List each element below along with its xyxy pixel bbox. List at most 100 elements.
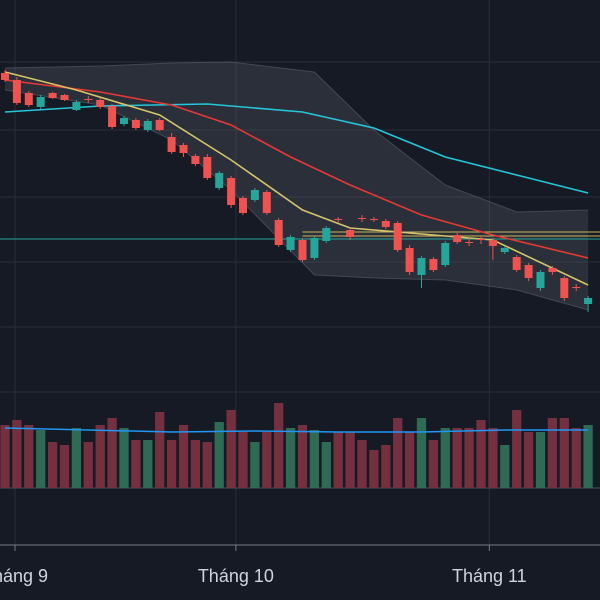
candle-body bbox=[274, 220, 283, 245]
candle-body bbox=[453, 235, 462, 242]
volume-bar bbox=[119, 428, 129, 488]
x-tick-label: Tháng 11 bbox=[452, 566, 527, 586]
candle-body bbox=[0, 73, 9, 80]
volume-bar bbox=[250, 442, 260, 488]
volume-bar bbox=[107, 418, 117, 488]
candle-body bbox=[476, 239, 485, 240]
candle-body bbox=[191, 156, 200, 164]
candle-body bbox=[238, 198, 247, 213]
volume-bar bbox=[523, 432, 534, 488]
volume-bar bbox=[583, 425, 593, 488]
candle-body bbox=[536, 272, 545, 288]
candle-body bbox=[524, 265, 533, 278]
volume-bar bbox=[83, 442, 93, 488]
volume-bar bbox=[155, 412, 165, 488]
volume-bar bbox=[321, 442, 331, 488]
candle-body bbox=[441, 243, 450, 265]
candle-body bbox=[119, 118, 128, 124]
volume-bar bbox=[452, 428, 462, 488]
candle-body bbox=[417, 258, 426, 275]
volume-bar bbox=[500, 445, 510, 488]
volume-bar bbox=[36, 430, 46, 488]
candle-body bbox=[12, 80, 21, 103]
candle-body bbox=[227, 178, 236, 205]
volume-bar bbox=[274, 403, 284, 488]
candle-body bbox=[584, 298, 593, 304]
candle-body bbox=[393, 223, 402, 250]
volume-bar bbox=[488, 428, 498, 488]
candle-body bbox=[262, 192, 271, 213]
volume-bar bbox=[381, 445, 391, 488]
volume-bar bbox=[559, 418, 569, 488]
candle-body bbox=[131, 120, 140, 128]
volume-bar bbox=[214, 422, 224, 488]
volume-bar bbox=[285, 428, 296, 488]
x-tick-label: Tháng 9 bbox=[0, 566, 48, 586]
volume-bar bbox=[95, 425, 105, 488]
volume-bar bbox=[178, 425, 189, 488]
candle-body bbox=[155, 120, 164, 130]
candle-body bbox=[143, 121, 152, 130]
volume-ma bbox=[4, 427, 589, 433]
candle-body bbox=[108, 106, 117, 127]
candle-body bbox=[500, 248, 509, 252]
volume-bar bbox=[416, 418, 427, 488]
volume-bar bbox=[262, 432, 272, 488]
volume-bar bbox=[24, 425, 34, 488]
volume-bar bbox=[393, 418, 403, 488]
moving-average bbox=[4, 103, 589, 194]
candle-body bbox=[346, 230, 355, 237]
moving-average bbox=[4, 79, 589, 259]
volume-bar bbox=[226, 410, 236, 488]
volume-bar bbox=[12, 420, 22, 488]
candle-body bbox=[429, 259, 438, 270]
volume-bar bbox=[238, 432, 248, 488]
candle-body bbox=[179, 145, 188, 153]
candle-body bbox=[96, 100, 105, 107]
x-tick-label: Tháng 10 bbox=[198, 566, 274, 586]
volume-bar bbox=[202, 442, 212, 488]
volume-bar bbox=[464, 428, 474, 488]
candle-body bbox=[465, 242, 474, 243]
volume-bar bbox=[143, 440, 153, 488]
candle-body bbox=[215, 173, 224, 188]
volume-bar bbox=[190, 440, 201, 488]
candle-body bbox=[167, 137, 176, 152]
volume-bar bbox=[47, 442, 58, 488]
candle-body bbox=[488, 240, 497, 246]
volume-bar bbox=[547, 418, 558, 488]
candle-body bbox=[381, 221, 390, 227]
volume-bar bbox=[357, 440, 367, 488]
volume-bar bbox=[369, 450, 379, 488]
candle-body bbox=[60, 95, 69, 100]
candle-body bbox=[286, 237, 295, 250]
volume-bar bbox=[297, 425, 308, 488]
candle-body bbox=[572, 287, 581, 288]
band-line bbox=[4, 61, 589, 213]
candle-body bbox=[72, 102, 81, 110]
volume-bar bbox=[440, 428, 450, 488]
candle-body bbox=[250, 190, 259, 200]
candle-body bbox=[84, 99, 93, 100]
volume-bar bbox=[166, 440, 177, 488]
candle-body bbox=[405, 248, 414, 272]
candle-body bbox=[48, 93, 57, 98]
volume-bar bbox=[131, 440, 141, 488]
candle-body bbox=[357, 218, 366, 219]
band-area bbox=[4, 62, 589, 310]
volume-bar bbox=[345, 432, 355, 488]
volume-bar bbox=[59, 445, 70, 488]
volume-bar bbox=[571, 428, 581, 488]
candle-body bbox=[512, 257, 521, 270]
candle-body bbox=[298, 240, 307, 260]
candle-body bbox=[369, 219, 378, 220]
volume-bar bbox=[512, 410, 522, 488]
candle-body bbox=[560, 278, 569, 298]
candle-body bbox=[24, 93, 33, 105]
candle-body bbox=[310, 238, 319, 258]
candle-body bbox=[548, 268, 557, 272]
candle-body bbox=[203, 157, 212, 178]
volume-bar bbox=[333, 432, 343, 488]
volume-bar bbox=[476, 420, 486, 488]
